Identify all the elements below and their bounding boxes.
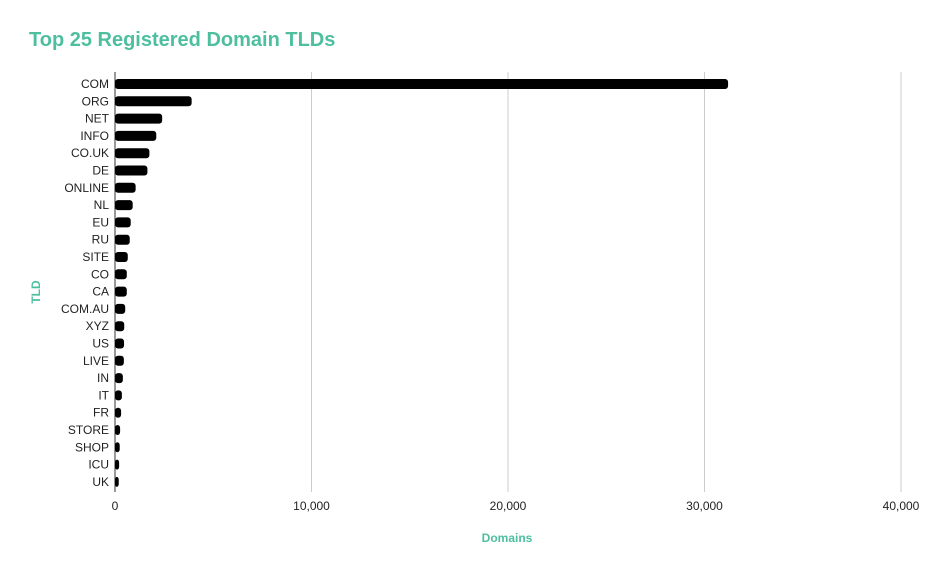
y-tick-label: US xyxy=(92,337,109,351)
y-tick-label: ICU xyxy=(88,458,109,472)
bar xyxy=(115,182,136,193)
y-tick-label: UK xyxy=(92,475,109,489)
y-tick-label: SHOP xyxy=(75,440,109,454)
bar xyxy=(115,459,120,470)
y-tick-label: NL xyxy=(94,198,110,212)
y-tick-label: RU xyxy=(92,233,109,247)
bar xyxy=(115,79,729,89)
bar xyxy=(115,217,131,228)
bar xyxy=(115,165,148,176)
y-tick-label: INFO xyxy=(80,129,109,143)
bar xyxy=(115,373,123,384)
y-tick-label: EU xyxy=(92,215,109,229)
y-tick-label: COM.AU xyxy=(61,302,109,316)
bar xyxy=(115,407,122,418)
grid-layer xyxy=(114,72,902,492)
y-tick-label: IT xyxy=(98,388,109,402)
bar xyxy=(115,303,126,314)
y-tick-label: ONLINE xyxy=(64,181,109,195)
y-tick-label: ORG xyxy=(82,94,109,108)
bar-layer xyxy=(115,79,729,487)
y-tick-label: LIVE xyxy=(83,354,109,368)
y-tick-label: NET xyxy=(85,112,110,126)
x-tick-label: 30,000 xyxy=(686,499,723,513)
x-tick-label: 0 xyxy=(112,499,119,513)
bar xyxy=(115,148,150,159)
bar xyxy=(115,425,121,435)
x-tick-label: 20,000 xyxy=(490,499,527,513)
bar xyxy=(115,321,125,332)
x-axis-label: Domains xyxy=(482,531,533,545)
x-tick-label: 40,000 xyxy=(883,499,920,513)
bar xyxy=(115,252,128,262)
y-tick-label: CO xyxy=(91,267,109,281)
bar xyxy=(115,113,163,124)
bar xyxy=(115,269,127,280)
bar xyxy=(115,286,127,297)
y-tick-label: STORE xyxy=(68,423,109,437)
chart-title: Top 25 Registered Domain TLDs xyxy=(29,29,336,51)
y-tick-label: CA xyxy=(92,285,109,299)
y-tick-label: CO.UK xyxy=(71,146,109,160)
y-tick-label: IN xyxy=(97,371,109,385)
y-axis-label: TLD xyxy=(29,280,43,304)
y-tick-label: DE xyxy=(92,164,109,178)
y-tick-label: XYZ xyxy=(86,319,109,333)
label-layer: 0 10,000 20,000 30,000 40,000 COM ORG NET INFO CO… xyxy=(61,77,920,513)
y-tick-label: FR xyxy=(93,406,109,420)
bar xyxy=(115,338,125,349)
y-tick-label: COM xyxy=(81,77,109,91)
bar xyxy=(115,390,122,401)
bar xyxy=(115,130,157,141)
x-tick-label: 10,000 xyxy=(293,499,330,513)
y-tick-label: SITE xyxy=(82,250,109,264)
bar xyxy=(115,96,192,107)
bar xyxy=(115,476,119,487)
bar xyxy=(115,200,133,211)
bar xyxy=(115,234,130,245)
bar xyxy=(115,442,120,453)
bar xyxy=(115,355,124,366)
